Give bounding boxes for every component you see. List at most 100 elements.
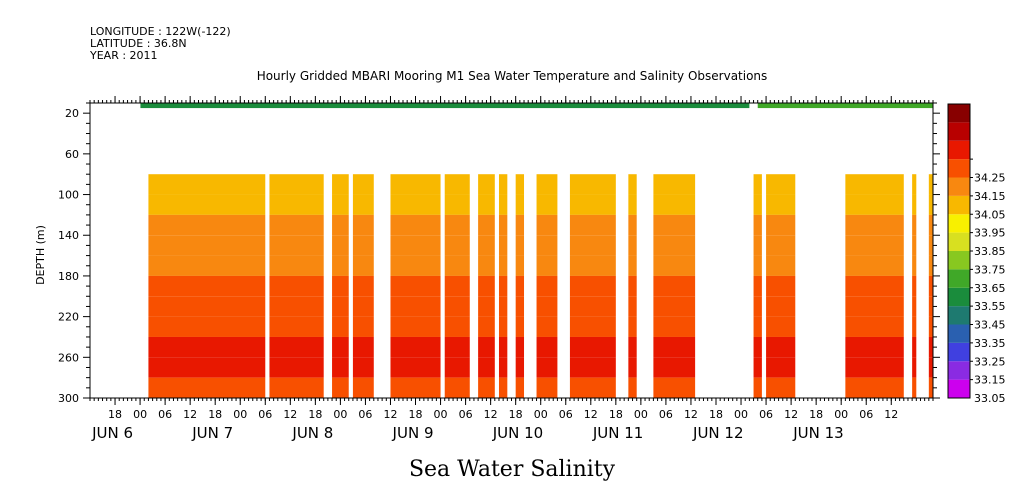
salinity-cell [390,316,441,337]
salinity-cell [845,296,904,317]
x-tick-label: 06 [459,408,473,421]
salinity-cell [536,296,558,317]
x-tick-label: 00 [133,408,147,421]
salinity-cell [766,336,796,358]
data-segment [766,174,796,398]
data-segment [753,174,762,398]
salinity-cell [628,336,637,358]
salinity-cell [444,377,470,398]
x-day-label: JUN 10 [492,424,543,442]
salinity-cell [928,214,933,236]
salinity-cell [753,275,762,297]
salinity-cell [845,214,904,236]
salinity-cell [912,296,917,317]
salinity-cell [928,174,933,195]
salinity-cell [766,194,796,215]
salinity-cell [753,296,762,317]
salinity-cell [536,357,558,378]
x-tick-label: 18 [709,408,723,421]
x-tick-label: 12 [584,408,598,421]
salinity-cell [845,316,904,337]
x-day-label: JUN 9 [392,424,434,442]
salinity-cell [928,357,933,378]
salinity-cell [444,296,470,317]
colorbar-swatch [948,324,970,343]
data-segment [653,174,696,398]
salinity-cell [928,235,933,256]
salinity-cell [148,336,266,358]
salinity-cell [478,377,495,398]
data-segment [569,174,616,398]
salinity-cell [332,255,349,276]
salinity-cell [478,357,495,378]
salinity-cell [536,377,558,398]
salinity-cell [498,275,508,297]
colorbar-label: 34.05 [974,208,1006,221]
salinity-cell [628,275,637,297]
salinity-cell [515,357,525,378]
salinity-cell [269,377,324,398]
salinity-cell [753,214,762,236]
salinity-cell [148,357,266,378]
colorbar-swatch [948,379,970,398]
data-segment [352,174,374,398]
salinity-cell [148,235,266,256]
salinity-cell [845,255,904,276]
salinity-cell [569,214,616,236]
salinity-cell [498,336,508,358]
salinity-cell [569,296,616,317]
salinity-cell [845,377,904,398]
salinity-cell [498,235,508,256]
salinity-cell [753,377,762,398]
salinity-cell [444,357,470,378]
salinity-cell [269,214,324,236]
salinity-cell [352,255,374,276]
salinity-cell [390,194,441,215]
surface-band [140,103,750,109]
salinity-cell [569,194,616,215]
salinity-cell [536,336,558,358]
y-axis-label: DEPTH (m) [34,225,47,285]
salinity-cell [845,235,904,256]
salinity-cell [628,174,637,195]
salinity-cell [628,316,637,337]
salinity-cell [269,316,324,337]
salinity-cell [269,275,324,297]
longitude-text: LONGITUDE : 122W(-122) [90,25,231,38]
x-tick-label: 06 [158,408,172,421]
chart-title: Hourly Gridded MBARI Mooring M1 Sea Wate… [257,69,768,83]
salinity-cell [653,194,696,215]
salinity-cell [390,214,441,236]
salinity-cell [766,357,796,378]
x-tick-label: 00 [534,408,548,421]
salinity-cell [332,357,349,378]
salinity-cell [269,174,324,195]
x-tick-label: 06 [859,408,873,421]
colorbar-swatch [948,269,970,288]
x-day-label: JUN 11 [592,424,643,442]
x-tick-label: 06 [559,408,573,421]
salinity-cell [569,235,616,256]
salinity-cell [515,235,525,256]
salinity-cell [569,316,616,337]
colorbar-label: 33.15 [974,374,1006,387]
salinity-cell [928,296,933,317]
colorbar-swatch [948,104,970,123]
salinity-cell [928,194,933,215]
salinity-cell [148,377,266,398]
salinity-cell [390,336,441,358]
salinity-cell [653,235,696,256]
salinity-cell [390,255,441,276]
salinity-cell [536,235,558,256]
axes: 18 00 06 12 18 00 06 12 18 00 06 12 18 00 06 12 18 00 06 12… [58,96,940,442]
salinity-cell [478,296,495,317]
salinity-cell [390,296,441,317]
colorbar-swatch [948,361,970,380]
x-tick-label: 06 [258,408,272,421]
salinity-cell [912,336,917,358]
colorbar-swatch [948,195,970,215]
salinity-cell [628,214,637,236]
salinity-cell [332,316,349,337]
x-tick-label: 12 [383,408,397,421]
salinity-cell [478,336,495,358]
